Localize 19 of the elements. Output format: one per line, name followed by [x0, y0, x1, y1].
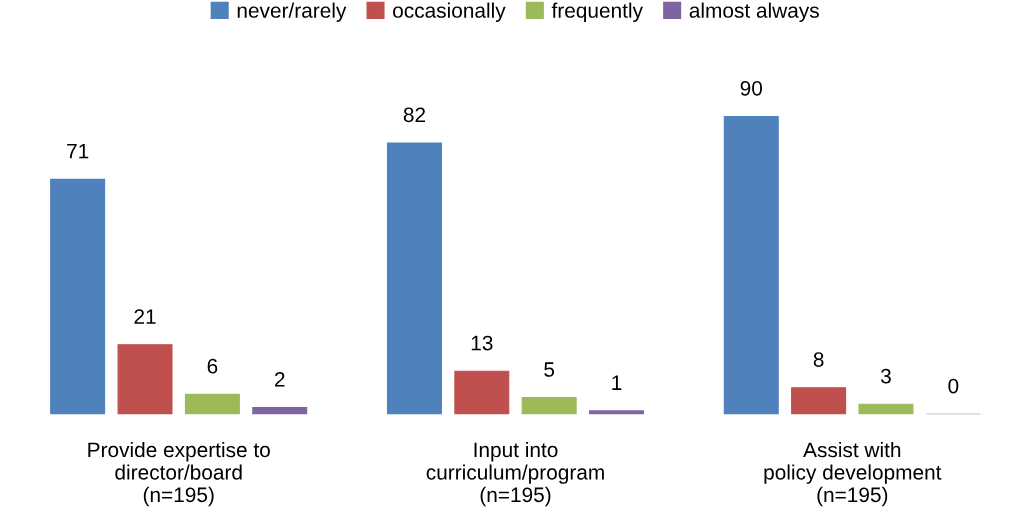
legend-label: never/rarely	[237, 2, 347, 22]
legend-label: almost always	[689, 2, 819, 22]
data-label: 0	[948, 378, 959, 394]
data-label: 90	[740, 80, 763, 96]
data-label: 2	[275, 372, 285, 387]
data-label: 8	[813, 352, 824, 367]
legend-label: occasionally	[393, 2, 506, 22]
data-label: 6	[207, 358, 218, 374]
data-label: 5	[544, 362, 555, 377]
x-tick-label: Provide expertise to director/board (n=195)	[88, 441, 270, 507]
x-tick-label: Input into curriculum/program (n=195)	[426, 441, 604, 507]
data-label: 3	[880, 368, 891, 384]
data-label: 1	[612, 375, 622, 390]
data-label: 71	[67, 144, 89, 159]
x-tick-label: Assist with policy development (n=195)	[764, 441, 942, 507]
data-label: 21	[134, 309, 156, 324]
data-label: 82	[403, 107, 425, 123]
legend-label: frequently	[551, 2, 643, 22]
data-label: 13	[471, 335, 493, 351]
